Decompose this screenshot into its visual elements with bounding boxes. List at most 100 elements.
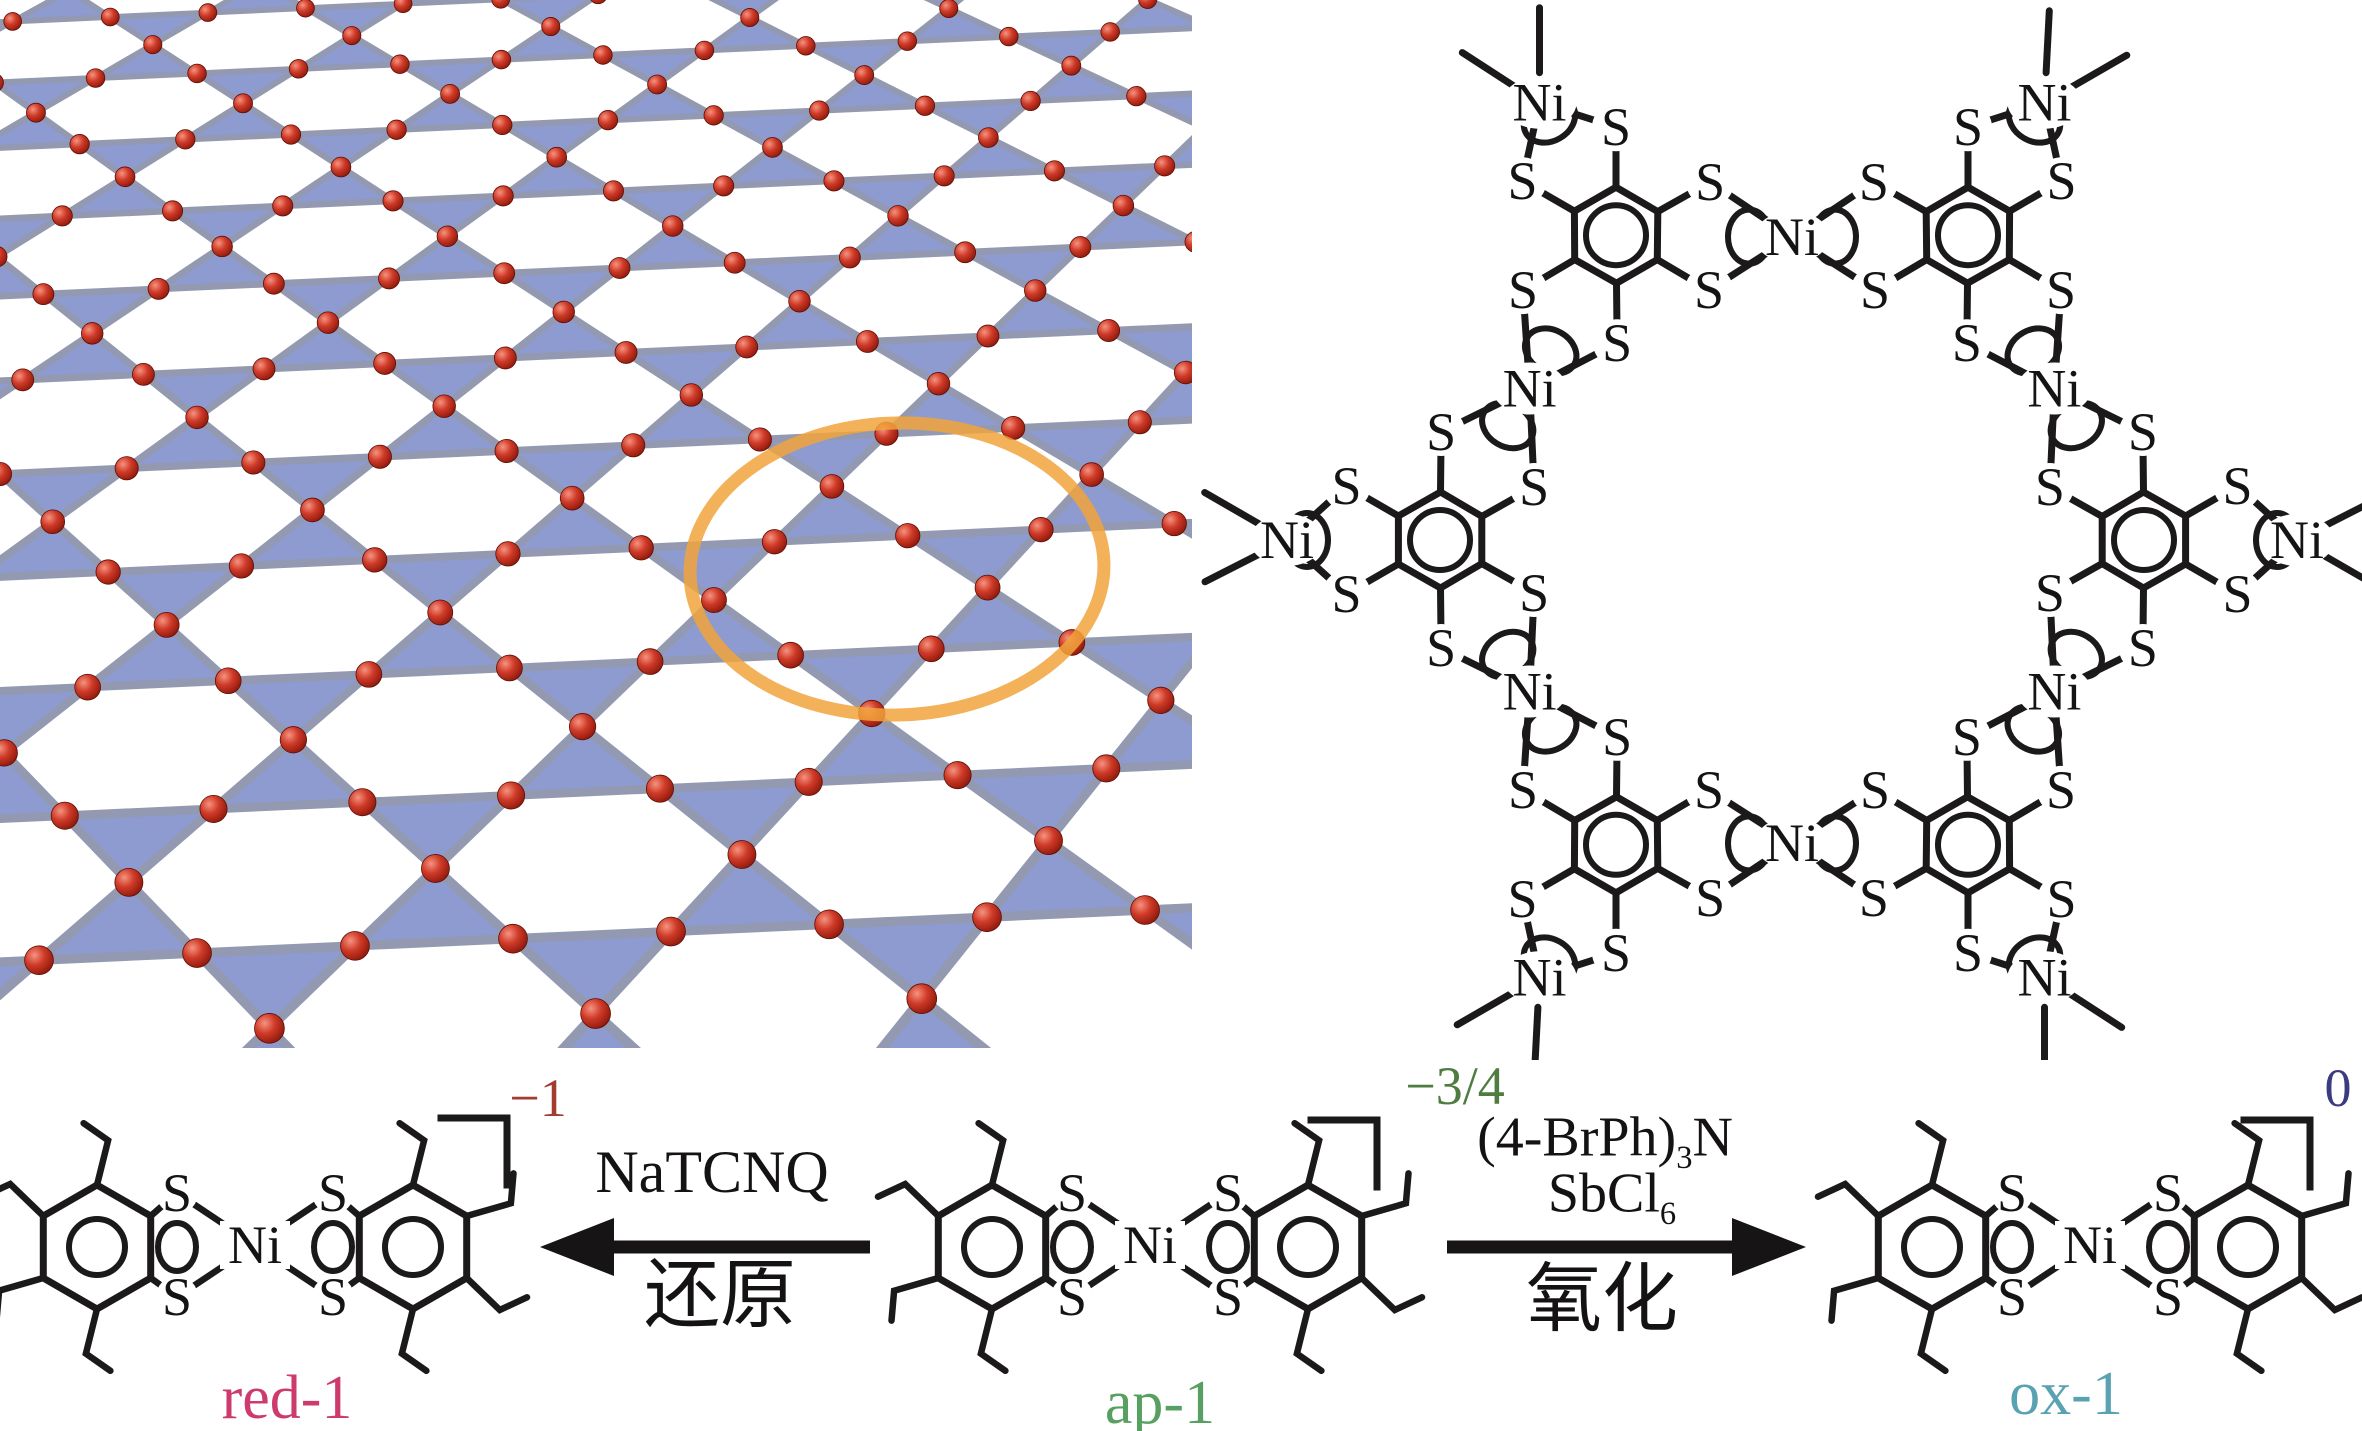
metal-node-sphere — [182, 938, 212, 968]
truncated-bond-stub — [1291, 1119, 1323, 1189]
metal-node-sphere — [628, 535, 654, 561]
metal-node-sphere — [943, 761, 972, 790]
metal-node-sphere — [280, 124, 302, 145]
metal-node-sphere — [614, 341, 638, 364]
metal-node-sphere — [254, 1013, 285, 1044]
sulfur-atom-label: S — [1860, 760, 1890, 820]
sulfur-atom-label: S — [1601, 923, 1631, 983]
metal-node-sphere — [978, 127, 999, 148]
metal-node-sphere — [362, 547, 388, 573]
oxidation-process-text: 氧化 — [1526, 1258, 1678, 1342]
truncated-bond-stub — [2231, 1119, 2263, 1189]
sulfur-atom-label: S — [1695, 152, 1725, 212]
linker-benzene-ring — [1394, 487, 1486, 593]
metal-node-sphere — [373, 352, 397, 375]
metal-node-sphere — [559, 485, 585, 511]
metal-node-sphere — [762, 137, 783, 158]
metal-node-sphere — [602, 180, 624, 202]
metal-node-sphere — [3, 12, 22, 31]
metal-node-sphere — [0, 246, 8, 268]
metal-node-sphere — [974, 574, 1001, 601]
hexagon-highlight-ellipse — [683, 416, 1111, 722]
metal-node-sphere — [114, 166, 136, 188]
salt-base: SbCl — [1547, 1162, 1660, 1225]
sulfur-atom-label: S — [1601, 97, 1631, 157]
metal-node-sphere — [153, 611, 180, 638]
sulfur-atom-label: S — [1426, 618, 1456, 678]
sulfur-atom-label: S — [1694, 760, 1724, 820]
sulfur-atom-label: S — [1426, 402, 1456, 462]
metal-node-sphere — [1079, 462, 1104, 487]
metal-node-sphere — [1130, 895, 1160, 925]
metal-node-sphere — [897, 31, 918, 51]
metal-node-sphere — [11, 368, 35, 392]
charge-red1: −1 — [509, 1068, 567, 1128]
metal-node-sphere — [999, 26, 1019, 47]
metal-node-sphere — [95, 559, 121, 585]
metal-node-sphere — [386, 119, 407, 140]
metal-node-sphere — [788, 290, 811, 313]
metal-node-sphere — [838, 246, 861, 269]
metal-node-sphere — [1097, 319, 1121, 342]
label-red1: red-1 — [221, 1364, 353, 1431]
nickel-atom-label: Ni — [2018, 947, 2072, 1007]
metal-node-sphere — [40, 509, 66, 535]
metal-node-sphere — [701, 587, 727, 613]
metal-node-sphere — [819, 474, 845, 499]
metal-node-sphere — [296, 0, 315, 18]
metal-node-sphere — [1061, 55, 1082, 76]
metal-node-sphere — [228, 553, 255, 579]
oxidation-reagent-salt: SbCl6 — [1548, 1166, 1676, 1231]
metal-node-sphere — [735, 335, 759, 359]
metal-node-sphere — [262, 272, 285, 295]
sulfur-atom-label: S — [2046, 260, 2076, 320]
truncated-bond-stub — [2042, 7, 2053, 77]
sulfur-atom-label: S — [162, 1267, 192, 1327]
linker-benzene-ring — [1570, 792, 1662, 897]
metal-node-sphere — [1126, 86, 1147, 107]
nickel-atom-label: Ni — [1765, 207, 1819, 267]
metal-node-sphere — [100, 7, 120, 27]
sulfur-atom-label: S — [1952, 707, 1982, 767]
nickel-atom-label: Ni — [2063, 1215, 2117, 1275]
sulfur-atom-label: S — [1952, 313, 1982, 373]
metal-node-sphere — [926, 372, 951, 396]
sulfur-atom-label: S — [1859, 868, 1889, 928]
metal-node-sphere — [887, 205, 909, 227]
metal-node-sphere — [491, 0, 510, 9]
metal-node-sphere — [636, 648, 664, 675]
metal-node-sphere — [85, 68, 106, 88]
truncated-bond-stub — [1201, 550, 1264, 586]
metal-node-sphere — [906, 983, 938, 1015]
reduction-arrow — [540, 1218, 870, 1276]
truncated-bond-stub — [2298, 1274, 2362, 1314]
metal-node-sphere — [645, 774, 674, 803]
label-ap1: ap-1 — [1104, 1369, 1216, 1431]
metal-node-sphere — [393, 0, 413, 14]
metal-node-sphere — [342, 26, 362, 46]
truncated-bond-stub — [0, 1180, 47, 1220]
metal-node-sphere — [288, 59, 309, 79]
truncated-bond-stub — [1531, 1003, 1542, 1060]
truncated-bond-stub — [874, 1180, 942, 1220]
sulfur-atom-label: S — [1057, 1267, 1087, 1327]
sulfur-atom-label: S — [1331, 456, 1361, 516]
metal-node-sphere — [1127, 410, 1152, 435]
kagome-lattice-panel — [0, 0, 1192, 1048]
sulfur-atom-label: S — [1519, 563, 1549, 623]
metal-node-sphere — [1173, 360, 1192, 385]
metal-node-sphere — [647, 74, 668, 95]
metal-node-sphere — [272, 195, 294, 217]
sulfur-atom-label: S — [1953, 97, 1983, 157]
truncated-bond-stub — [888, 1274, 942, 1324]
framework-atom-labels: SSSSSSSSSSSSSSSSSSSSSSSSSSSSSSSSSSSSNiNi… — [1260, 73, 2324, 1008]
sulfur-atom-label: S — [1519, 457, 1549, 517]
metal-node-sphere — [132, 362, 155, 386]
metal-node-sphere — [81, 322, 104, 345]
metal-node-sphere — [723, 251, 746, 274]
truncated-bond-stub — [1453, 988, 1517, 1029]
metal-node-sphere — [823, 170, 845, 192]
sulfur-atom-label: S — [2046, 151, 2076, 211]
truncated-bond-stub — [1293, 1305, 1325, 1375]
